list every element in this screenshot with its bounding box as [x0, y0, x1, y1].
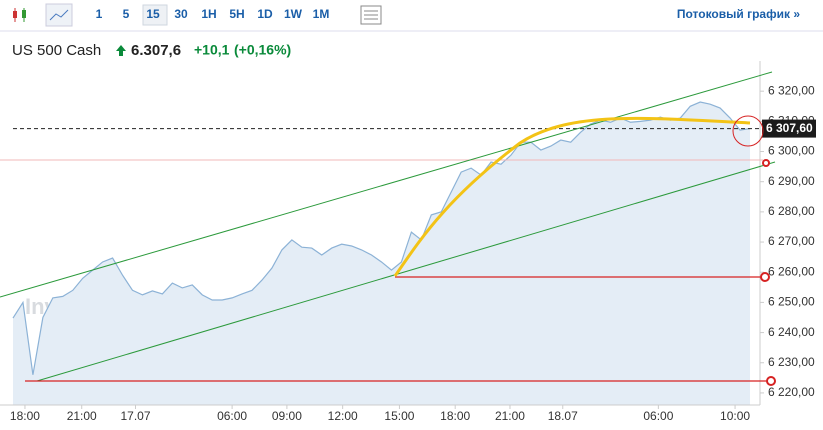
interval-button[interactable]: 1W [284, 7, 303, 21]
change-percent: (+0,16%) [234, 42, 291, 58]
interval-button[interactable]: 15 [146, 7, 160, 21]
interval-button[interactable]: 5H [229, 7, 244, 21]
current-price-box [762, 119, 816, 138]
active-interval [142, 4, 168, 26]
interval-button[interactable]: 1M [313, 7, 330, 21]
level-handle[interactable] [760, 272, 770, 282]
candle-icon[interactable] [8, 5, 34, 25]
interval-button[interactable]: 30 [174, 7, 188, 21]
change: +10,1 [194, 42, 230, 58]
y-tick-label: 6 300,00 [768, 144, 815, 158]
trend-curve [393, 116, 751, 277]
channel-upper [0, 71, 773, 298]
channel-lower [36, 161, 776, 382]
up-arrow [116, 45, 126, 56]
x-tick-label: 09:00 [272, 409, 302, 423]
interval-button[interactable]: 1 [96, 7, 103, 21]
y-tick-label: 6 280,00 [768, 204, 815, 218]
price-line [12, 101, 751, 375]
level-handle[interactable] [762, 159, 770, 167]
x-tick-label: 06:00 [643, 409, 673, 423]
area-fill [13, 102, 750, 405]
x-tick-label: 15:00 [384, 409, 414, 423]
level-handle[interactable] [766, 376, 776, 386]
y-tick-label: 6 270,00 [768, 234, 815, 248]
interval-button[interactable]: 1H [201, 7, 216, 21]
x-tick-label: 21:00 [67, 409, 97, 423]
x-tick-label: 18:00 [10, 409, 40, 423]
stream-link[interactable]: Потоковый график » [677, 7, 800, 21]
y-tick-label: 6 290,00 [768, 174, 815, 188]
highlight-circle [732, 115, 764, 147]
y-tick-label: 6 240,00 [768, 325, 815, 339]
interval-button[interactable]: 5 [123, 7, 130, 21]
x-tick-label: 10:00 [720, 409, 750, 423]
icon-part [22, 10, 26, 18]
area-icon[interactable] [45, 3, 73, 27]
toolbar: Потоковый график » [0, 3, 823, 32]
x-tick-label: 06:00 [217, 409, 247, 423]
drawings [0, 71, 776, 386]
y-tick-label: 6 320,00 [768, 83, 815, 97]
y-tick-label: 6 230,00 [768, 355, 815, 369]
icon-part [49, 9, 69, 21]
x-tick-label: 12:00 [328, 409, 358, 423]
interval-button[interactable]: 1D [257, 7, 273, 21]
current-price-label: 6 307,60 [766, 121, 813, 135]
x-tick-label: 18:00 [440, 409, 470, 423]
icon-part [13, 11, 17, 18]
y-tick-label: 6 250,00 [768, 295, 815, 309]
y-tick-label: 6 220,00 [768, 385, 815, 399]
plot: Investing.com6 220,006 230,006 240,006 2… [0, 61, 816, 423]
x-tick-label: 17.07 [120, 409, 150, 423]
x-tick-label: 21:00 [495, 409, 525, 423]
y-tick-label: 6 260,00 [768, 264, 815, 278]
price: 6.307,6 [131, 42, 181, 59]
x-tick-label: 18.07 [548, 409, 578, 423]
instrument-name: US 500 Cash [12, 42, 101, 59]
